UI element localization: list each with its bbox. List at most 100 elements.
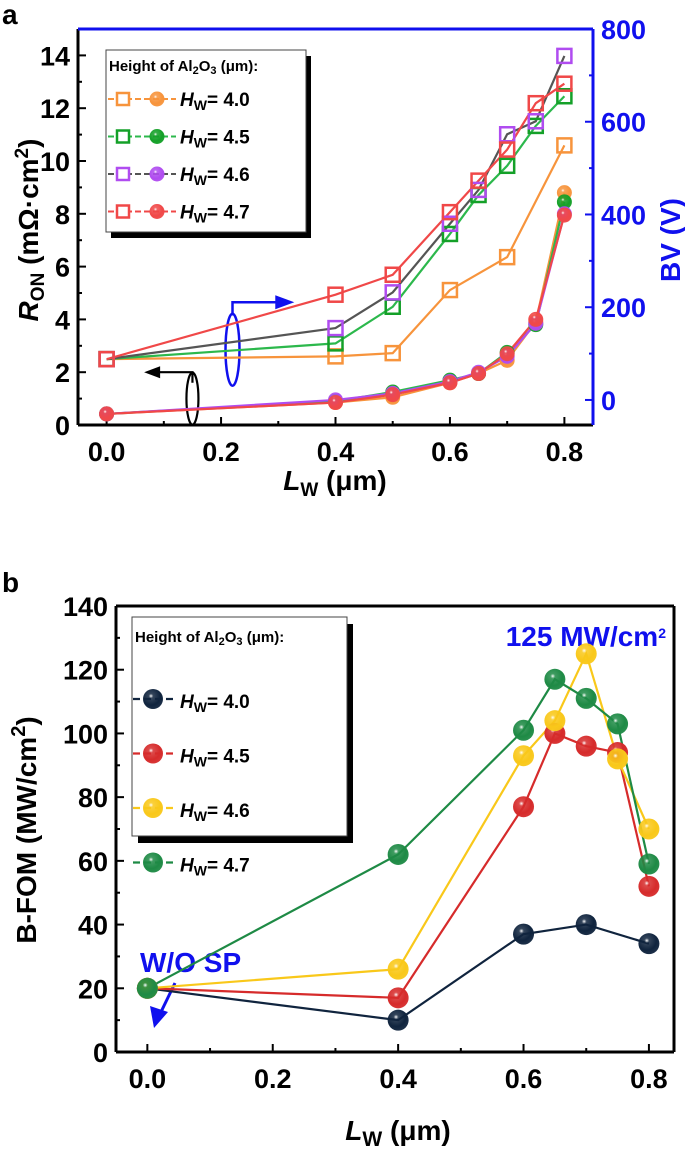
x-tick-label: 0.6 xyxy=(431,437,469,467)
bv-point xyxy=(384,284,401,301)
x-tick-label: 0.4 xyxy=(317,437,355,467)
bv-line xyxy=(106,55,566,361)
bv-point xyxy=(498,141,516,158)
data-point xyxy=(638,853,660,875)
bv-point xyxy=(498,248,516,266)
y-tick-label: 4 xyxy=(55,305,70,335)
legend: Height of Al2O3 (μm): HW= 4.0 HW= 4.5 HW= 4… xyxy=(105,49,311,238)
data-point xyxy=(513,719,535,741)
ron-point xyxy=(385,387,401,403)
legend: Height of Al2O3 (μm): HW= 4.0 HW= 4.5 HW= 4… xyxy=(131,616,353,879)
y-tick-label: 20 xyxy=(78,974,108,1004)
legend-label: HW= 4.6 xyxy=(180,165,250,188)
legend-square-marker xyxy=(115,91,131,107)
ron-point xyxy=(556,194,572,210)
x-tick-label: 0.0 xyxy=(88,437,126,467)
bv-point xyxy=(98,350,115,368)
x-axis-label: LW (μm) xyxy=(345,1115,450,1150)
data-point xyxy=(387,958,409,980)
y-tick-label: 120 xyxy=(63,656,108,686)
bv-point xyxy=(441,203,459,221)
legend-title: Height of Al2O3 (μm): xyxy=(135,629,284,648)
ron-point xyxy=(556,207,572,223)
legend-label: HW= 4.0 xyxy=(180,90,250,113)
right-tick-label: 400 xyxy=(601,200,646,230)
ron-arrow xyxy=(158,371,194,383)
y-tick-label: 80 xyxy=(78,783,108,813)
data-point xyxy=(575,914,597,936)
x-tick-label: 0.6 xyxy=(505,1064,543,1094)
data-point xyxy=(638,933,660,955)
y-tick-label: 2 xyxy=(55,358,70,388)
data-point xyxy=(638,818,660,840)
bv-point xyxy=(441,215,459,233)
bv-point xyxy=(498,157,516,175)
x-tick-label: 0.8 xyxy=(546,437,584,467)
data-point xyxy=(387,843,409,865)
bv-point xyxy=(556,47,573,65)
bv-line xyxy=(106,144,566,361)
legend-box xyxy=(131,616,348,837)
wo-sp-arrowhead xyxy=(150,1006,168,1028)
legend-label: HW= 4.7 xyxy=(180,856,250,879)
right-tick-label: 200 xyxy=(601,293,646,323)
wo-sp-annotation: W/O SP xyxy=(140,947,241,978)
bv-point xyxy=(556,137,573,154)
ron-point xyxy=(328,395,343,411)
y-tick-label: 40 xyxy=(78,911,108,941)
data-point xyxy=(607,713,629,735)
bv-point xyxy=(498,126,516,143)
legend-marker xyxy=(143,852,163,873)
bv-arrowhead xyxy=(275,295,295,310)
data-point xyxy=(513,923,535,945)
bv-point xyxy=(327,335,344,352)
data-point xyxy=(387,1009,409,1031)
data-point xyxy=(607,748,629,770)
data-point xyxy=(513,745,535,767)
legend-square-marker xyxy=(115,166,131,182)
y-tick-label: 140 xyxy=(63,592,108,622)
y-tick-label: 12 xyxy=(40,94,70,124)
x-axis-label: LW (μm) xyxy=(283,465,387,501)
y-axis-label-right: BV (V) xyxy=(655,198,685,282)
ron-point xyxy=(471,366,487,382)
legend-square-marker xyxy=(115,204,131,219)
y-tick-label: 0 xyxy=(93,1038,108,1068)
data-point xyxy=(575,643,597,665)
bv-point xyxy=(327,319,344,337)
x-tick-label: 0.8 xyxy=(630,1064,668,1094)
data-point xyxy=(513,796,535,818)
bv-point xyxy=(556,87,573,105)
bv-point xyxy=(327,286,344,303)
y-tick-label: 8 xyxy=(55,200,70,230)
panel-label-b: b xyxy=(2,567,19,598)
y-tick-label: 100 xyxy=(63,719,108,749)
y-tick-label: 14 xyxy=(40,41,70,71)
bv-arrow xyxy=(231,300,279,316)
y-tick-label: 10 xyxy=(40,147,70,177)
ron-point xyxy=(442,375,458,391)
chart-a: 0.0 0.2 0.4 0.6 0.8 0 2 4 6 8 10 12 14 0 200 400 600 800 L… xyxy=(12,15,685,501)
chart-b: 0.0 0.2 0.4 0.6 0.8 0 20 40 60 80 100 120 140 LW (μm)… xyxy=(8,592,676,1150)
legend-label: HW= 4.5 xyxy=(180,128,250,151)
legend-marker xyxy=(143,743,163,764)
legend-label: HW= 4.0 xyxy=(180,692,250,715)
data-point xyxy=(544,710,566,732)
x-tick-label: 0.2 xyxy=(202,437,240,467)
legend-circle-marker xyxy=(149,204,165,219)
right-tick-label: 800 xyxy=(601,15,646,45)
right-tick-label: 600 xyxy=(601,108,646,138)
bv-point xyxy=(527,94,545,112)
y-tick-label: 6 xyxy=(55,253,70,283)
data-point xyxy=(638,875,660,897)
legend-square-marker xyxy=(115,129,131,144)
y-tick-label: 60 xyxy=(78,847,108,877)
bv-point xyxy=(470,181,487,199)
y-tick-label: 0 xyxy=(55,411,70,441)
ron-point xyxy=(499,346,515,362)
bv-point xyxy=(556,75,573,92)
legend-marker xyxy=(143,798,163,818)
ron-arrowhead xyxy=(144,366,161,379)
data-point xyxy=(575,687,597,709)
legend-circle-marker xyxy=(149,129,165,144)
